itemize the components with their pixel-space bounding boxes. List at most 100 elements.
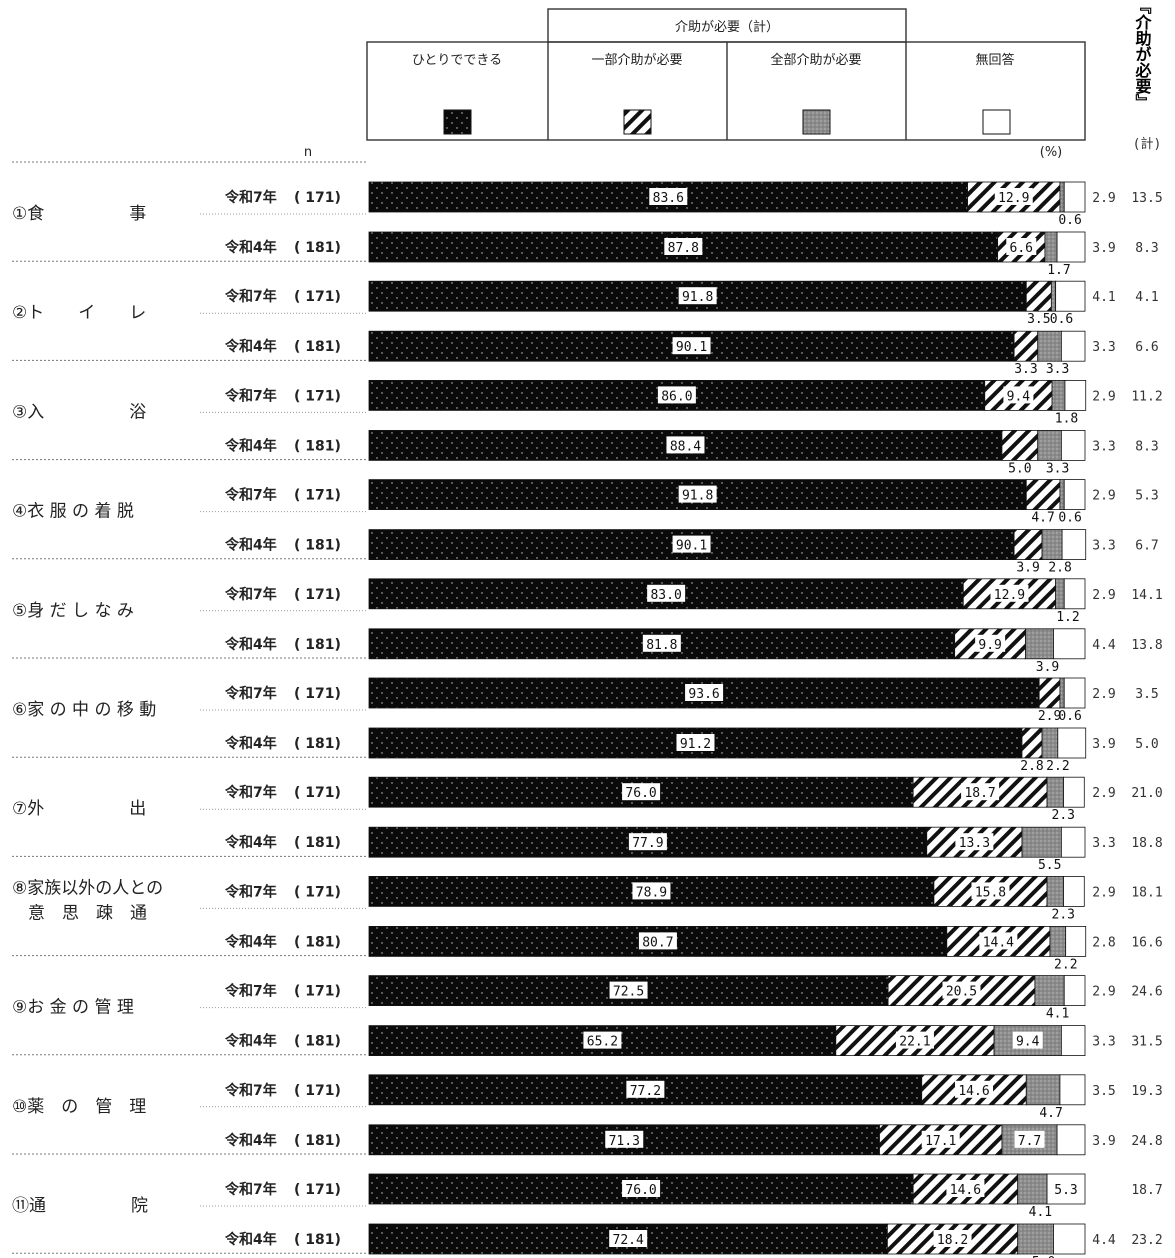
bar-segment-partial: [926, 826, 1023, 858]
row-year-label: 令和7年: [224, 487, 277, 504]
data-label-full: 2.8: [1048, 561, 1071, 576]
row-n-label: ( 171): [294, 686, 341, 702]
data-label-full: 4.1: [1046, 1007, 1069, 1022]
row-year-label: 令和4年: [224, 437, 277, 454]
bar-segment-na: [1056, 231, 1086, 263]
data-label-self-box: [622, 1180, 661, 1197]
row-n-label: ( 181): [294, 1232, 341, 1248]
bar-segment-full: [1017, 1223, 1054, 1255]
side-value-na: 3.9: [1092, 1134, 1115, 1149]
data-label-full: 3.9: [1036, 660, 1059, 675]
data-label-partial: 9.9: [978, 638, 1001, 653]
data-label-partial-box: [942, 981, 981, 999]
row-year-label: 令和7年: [224, 883, 277, 900]
bar-segment-partial: [1001, 429, 1039, 461]
data-label-partial: 2.9: [1038, 709, 1061, 724]
data-label-full: 7.7: [1018, 1134, 1041, 1149]
data-label-partial: 4.7: [1031, 511, 1054, 526]
row-n-label: ( 181): [294, 240, 341, 256]
bar-segment-na: [1063, 479, 1086, 511]
data-label-self-box: [609, 1230, 648, 1247]
row-n-label: ( 171): [294, 488, 341, 504]
bar-segment-partial: [1021, 727, 1043, 759]
data-label-partial-box: [955, 833, 994, 851]
bar-segment-partial: [1025, 280, 1052, 312]
data-label-partial-box: [933, 1230, 972, 1247]
data-label-self-box: [622, 783, 661, 801]
bar-segment-na: [1064, 379, 1087, 411]
side-value-total: 4.1: [1135, 290, 1158, 305]
bar-segment-full: [1034, 975, 1065, 1006]
bar-segment-na: [1065, 926, 1087, 957]
category-label: ③入 浴: [12, 402, 146, 422]
data-label-self: 81.8: [646, 638, 677, 653]
data-label-self-box: [642, 634, 681, 652]
bar-segment-na: [1060, 330, 1086, 362]
side-value-na: 2.9: [1092, 389, 1115, 404]
category-label: ②ト イ レ: [12, 303, 146, 323]
row-n-label: ( 181): [294, 1133, 341, 1149]
side-value-total: 3.5: [1135, 687, 1158, 702]
row-n-label: ( 171): [294, 1182, 341, 1198]
row-year-label: 令和4年: [224, 933, 277, 950]
bar-segment-full: [1037, 429, 1062, 461]
data-label-full: 1.8: [1055, 411, 1078, 426]
legend-swatch-full: [802, 109, 831, 135]
side-value-na: 3.3: [1092, 439, 1115, 454]
data-label-partial-box: [990, 584, 1029, 602]
bar-segment-na: [1055, 280, 1086, 312]
data-label-self-box: [632, 882, 671, 900]
data-label-self: 93.6: [688, 687, 719, 702]
bar-segment-na: [1060, 1025, 1086, 1056]
bar-segment-full: [1046, 776, 1064, 808]
side-value-total: 16.6: [1131, 935, 1162, 950]
data-label-self: 72.4: [613, 1233, 644, 1248]
bar-segment-self: [368, 1025, 837, 1056]
data-label-full: 3.3: [1046, 362, 1069, 377]
data-label-partial: 12.9: [998, 191, 1029, 206]
bar-segment-na: [1060, 429, 1086, 461]
data-label-self-box: [628, 833, 667, 851]
row-year-label: 令和7年: [224, 784, 277, 801]
row-n-label: ( 181): [294, 1034, 341, 1050]
data-label-partial-box: [1003, 386, 1034, 404]
side-value-total: 5.0: [1135, 737, 1158, 752]
bar-segment-self: [368, 876, 935, 907]
data-label-partial-box: [994, 188, 1033, 205]
data-label-full: 1.7: [1047, 263, 1070, 278]
bar-segment-full: [1050, 280, 1057, 312]
side-value-total: 13.8: [1131, 638, 1162, 653]
category-label: ⑤身 だ し な み: [12, 601, 134, 621]
data-label-self-box: [605, 1130, 644, 1148]
row-year-label: 令和4年: [224, 1033, 277, 1050]
bar-segment-na: [1056, 1124, 1086, 1156]
side-value-total: 6.6: [1135, 340, 1158, 355]
row-year-label: 令和7年: [224, 189, 277, 206]
bar-segment-na: [1060, 826, 1086, 858]
data-label-partial-box: [895, 1031, 934, 1049]
data-label-self: 80.7: [642, 935, 673, 950]
data-label-full: 1.2: [1056, 610, 1079, 625]
bar-segment-na: [1053, 628, 1086, 660]
data-label-self: 78.9: [636, 885, 667, 900]
side-value-na: 3.9: [1092, 241, 1115, 256]
data-label-partial: 14.4: [983, 935, 1014, 950]
data-label-partial: 18.7: [964, 786, 995, 801]
side-value-total: 18.8: [1131, 836, 1162, 851]
bar-segment-full: [1041, 727, 1059, 759]
data-label-partial: 14.6: [958, 1084, 989, 1099]
row-n-label: ( 181): [294, 538, 341, 554]
row-year-label: 令和7年: [224, 1181, 277, 1198]
category-label: ①食 事: [12, 204, 146, 224]
side-value-na: 3.3: [1092, 340, 1115, 355]
bar-segment-partial: [946, 926, 1051, 957]
bar-segment-full: [1025, 1074, 1061, 1106]
data-label-full: 3.3: [1046, 461, 1069, 476]
row-year-label: 令和7年: [224, 288, 277, 305]
side-column-title: 『介助が必要』: [1133, 0, 1153, 110]
data-label-full: 2.3: [1052, 907, 1075, 922]
data-label-self-box: [583, 1031, 622, 1049]
row-n-label: ( 181): [294, 835, 341, 851]
side-value-na: 2.9: [1092, 985, 1115, 1000]
bar-segment-na: [1063, 876, 1085, 907]
